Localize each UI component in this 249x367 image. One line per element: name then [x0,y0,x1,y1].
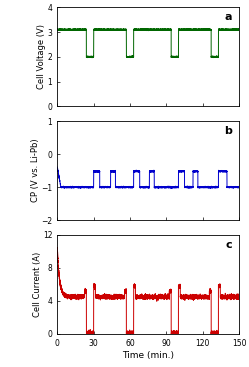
X-axis label: Time (min.): Time (min.) [122,350,174,360]
Y-axis label: Cell Voltage (V): Cell Voltage (V) [37,24,46,89]
Y-axis label: Cell Current (A): Cell Current (A) [33,252,42,317]
Text: a: a [224,12,232,22]
Y-axis label: CP (V vs. Li-Pb): CP (V vs. Li-Pb) [31,139,40,203]
Text: c: c [225,240,232,250]
Text: b: b [224,126,232,136]
